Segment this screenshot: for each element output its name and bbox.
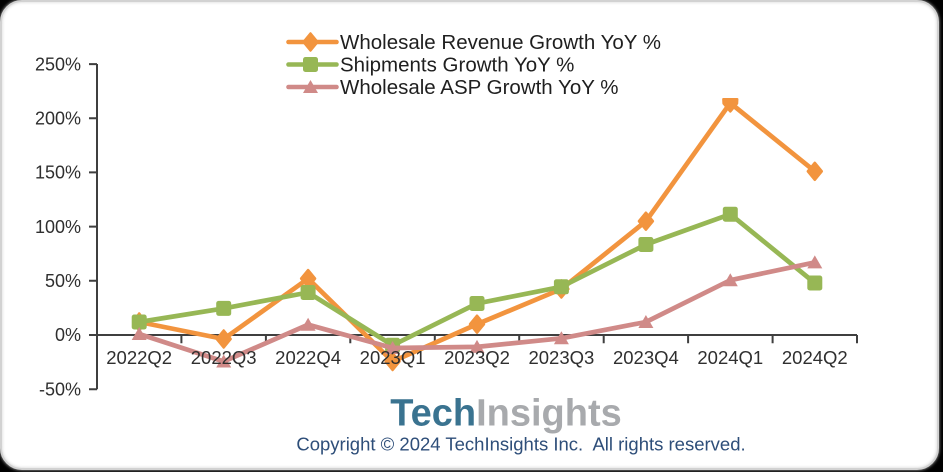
svg-text:Wholesale ASP Growth YoY %: Wholesale ASP Growth YoY % — [340, 76, 618, 99]
svg-text:2022Q4: 2022Q4 — [275, 347, 341, 368]
svg-text:2022Q2: 2022Q2 — [106, 347, 172, 368]
svg-text:250%: 250% — [35, 54, 81, 74]
svg-text:TechInsights: TechInsights — [390, 393, 622, 435]
svg-text:50%: 50% — [45, 271, 81, 291]
svg-text:100%: 100% — [35, 217, 81, 237]
svg-text:2024Q1: 2024Q1 — [697, 347, 763, 368]
svg-text:0%: 0% — [55, 325, 81, 345]
svg-text:Shipments Growth YoY %: Shipments Growth YoY % — [340, 54, 574, 77]
svg-text:Copyright © 2024 TechInsights: Copyright © 2024 TechInsights Inc. All r… — [296, 434, 745, 455]
svg-text:2023Q2: 2023Q2 — [444, 347, 510, 368]
svg-text:-50%: -50% — [39, 379, 81, 399]
svg-text:Wholesale Revenue Growth YoY %: Wholesale Revenue Growth YoY % — [340, 31, 661, 54]
svg-text:2023Q3: 2023Q3 — [528, 347, 594, 368]
svg-text:2022Q3: 2022Q3 — [191, 347, 257, 368]
svg-text:150%: 150% — [35, 163, 81, 183]
svg-text:200%: 200% — [35, 109, 81, 129]
svg-text:2023Q1: 2023Q1 — [360, 347, 426, 368]
svg-text:2024Q2: 2024Q2 — [782, 347, 848, 368]
svg-text:2023Q4: 2023Q4 — [613, 347, 679, 368]
